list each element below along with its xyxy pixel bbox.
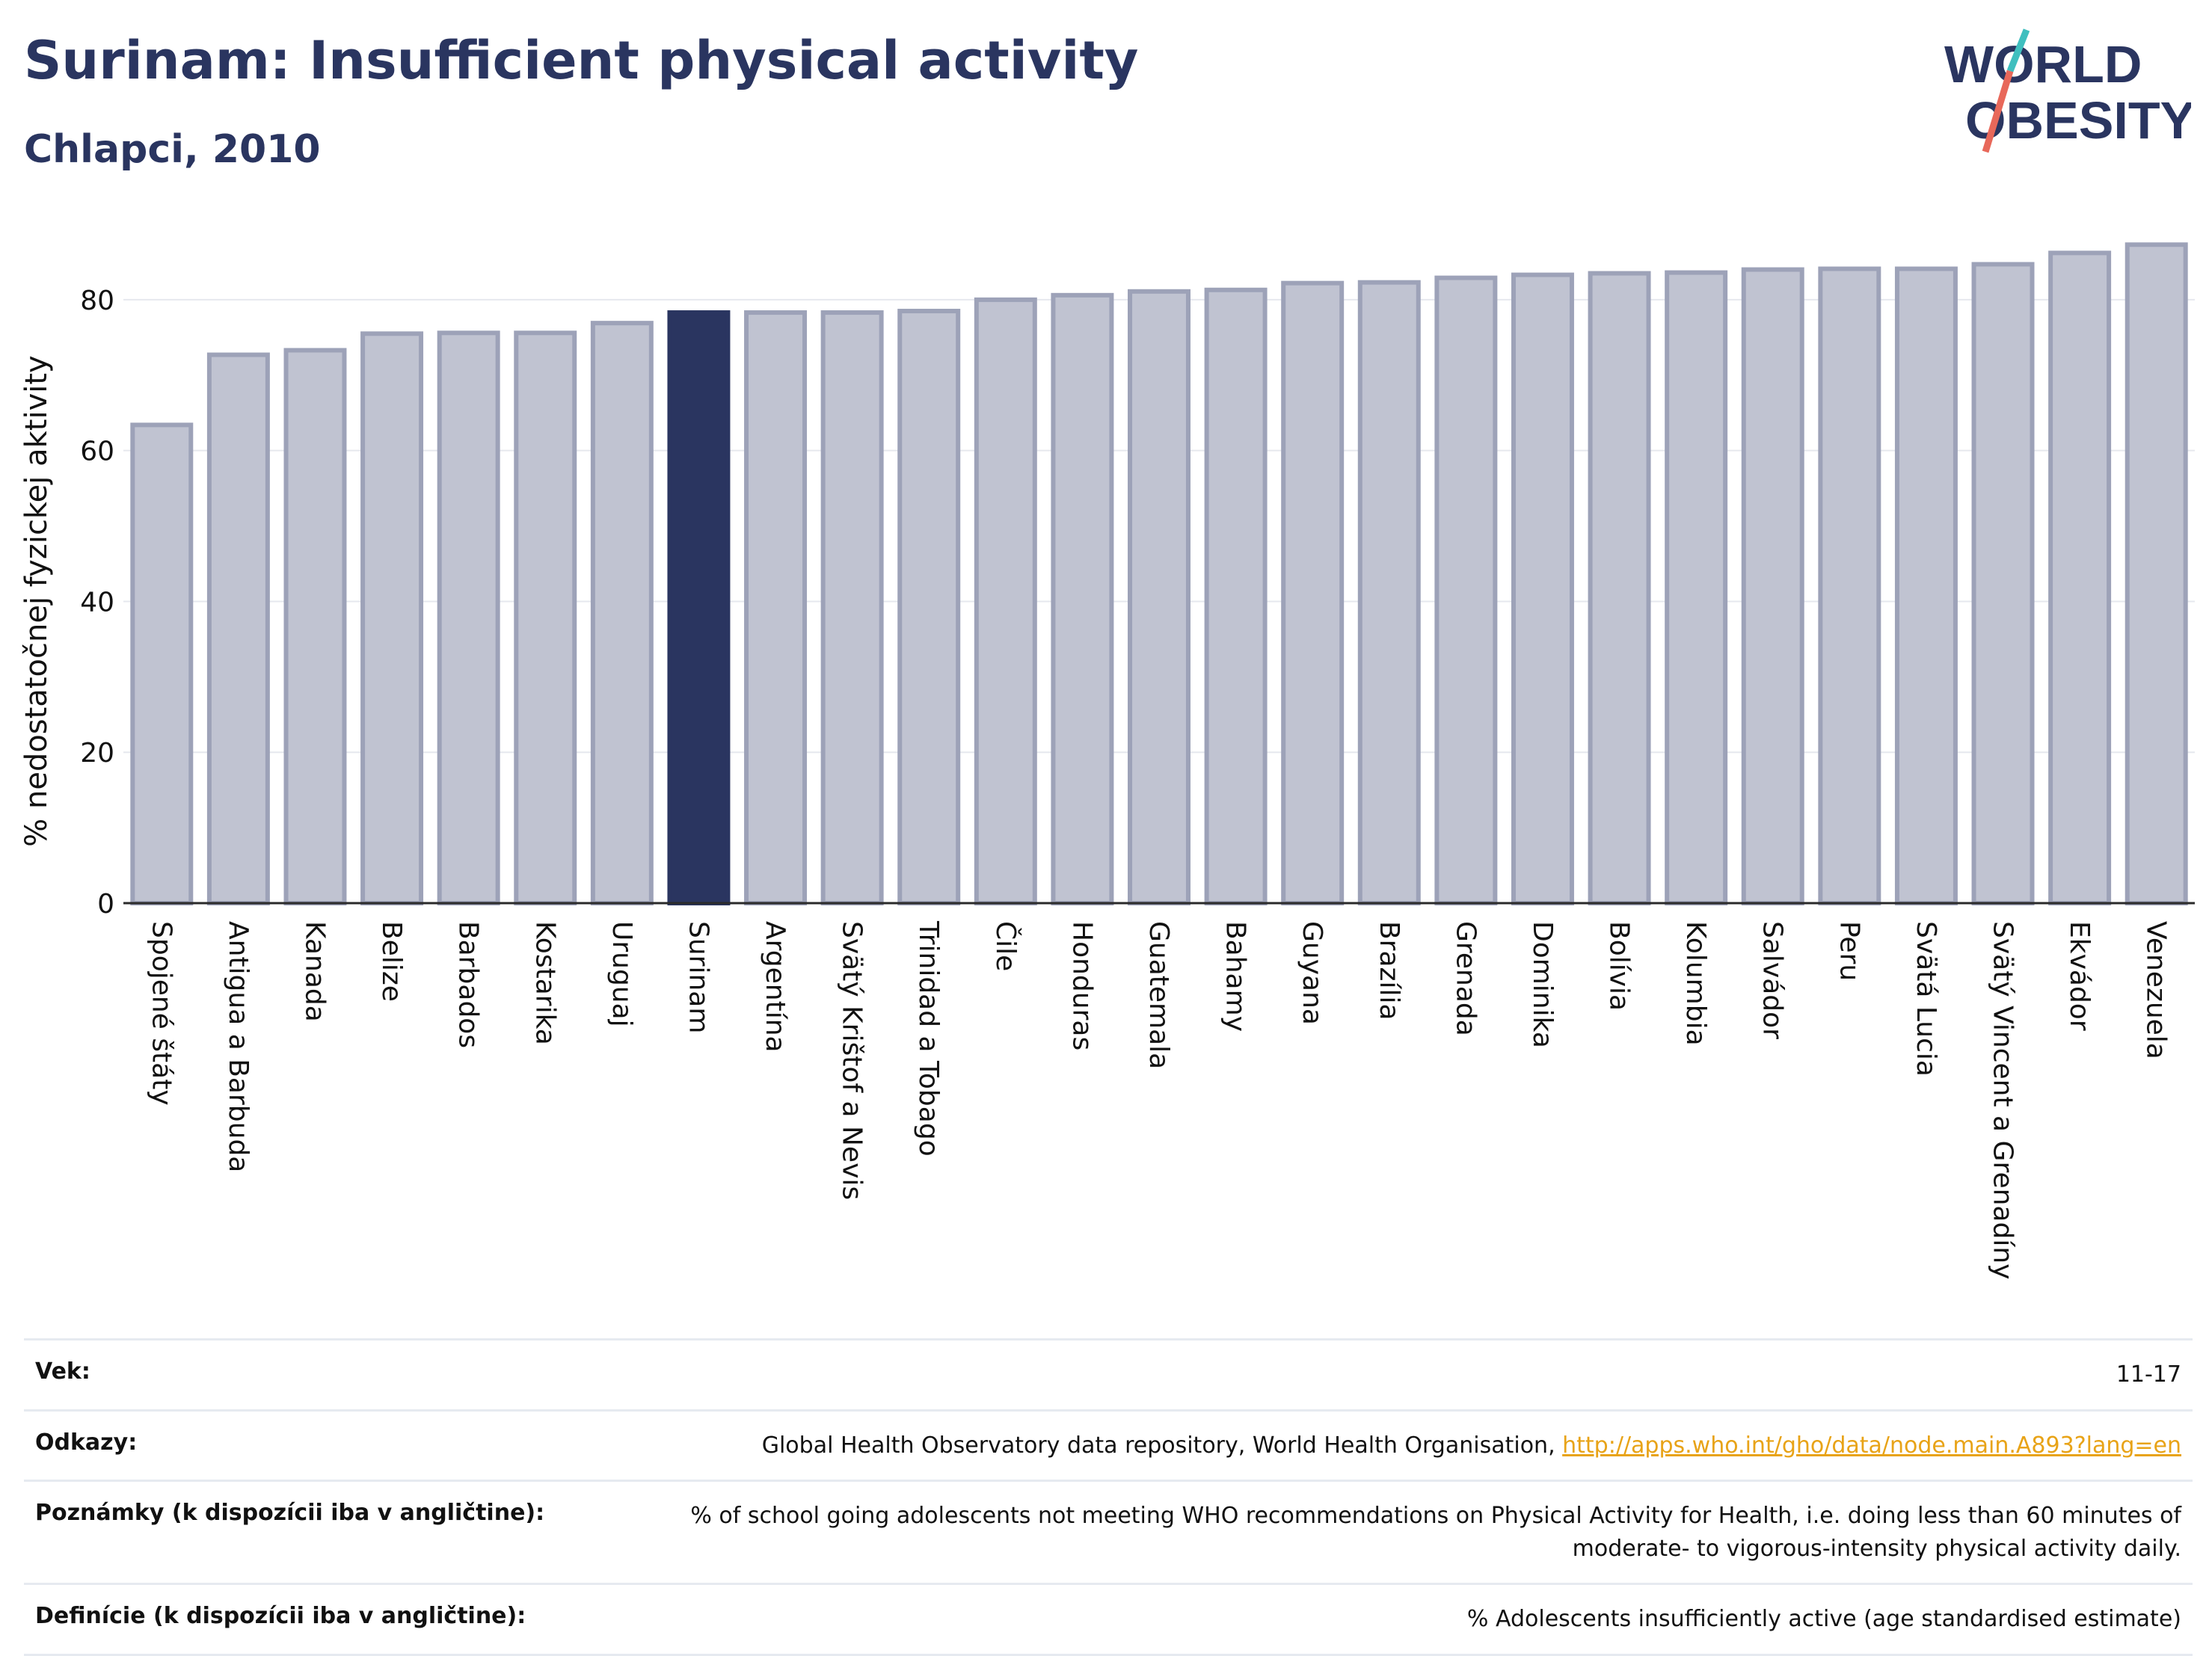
bar-argentína[interactable]	[744, 310, 808, 906]
bar-svätá-lucia[interactable]	[1894, 266, 1958, 906]
bar-surinam[interactable]	[667, 310, 731, 906]
bar-svätý-vincent-a-grenadíny[interactable]	[1971, 262, 2035, 905]
x-tick-label: Venezuela	[2141, 921, 2172, 1059]
bar-guatemala[interactable]	[1128, 289, 1191, 905]
x-tick-label: Barbados	[453, 921, 484, 1048]
bar-antigua-a-barbuda[interactable]	[206, 352, 270, 905]
notes-value: % of school going adolescents not meetin…	[690, 1503, 2181, 1562]
x-tick-label: Svätá Lucia	[1911, 921, 1941, 1077]
world-obesity-logo: WORLD OBESITY	[1944, 28, 2191, 153]
refs-value: Global Health Observatory data repositor…	[762, 1429, 2181, 1462]
bar-brazília[interactable]	[1357, 280, 1421, 905]
bar-dominika[interactable]	[1511, 272, 1574, 905]
bar-bahamy[interactable]	[1204, 287, 1268, 906]
page-title: Surinam: Insufficient physical activity	[24, 30, 1139, 91]
x-tick-label: Svätý Vincent a Grenadíny	[1988, 921, 2018, 1279]
x-tick-label: Brazília	[1374, 921, 1404, 1021]
x-tick-label: Svätý Krištof a Nevis	[837, 921, 867, 1200]
bar-kanada[interactable]	[283, 348, 347, 905]
refs-link[interactable]: http://apps.who.int/gho/data/node.main.A…	[1562, 1432, 2181, 1459]
x-tick-label: Kolumbia	[1680, 921, 1711, 1046]
meta-row-definitions: Definície (k dispozícii iba v angličtine…	[24, 1583, 2193, 1656]
bar-peru[interactable]	[1818, 266, 1881, 906]
refs-text: Global Health Observatory data repositor…	[761, 1432, 1563, 1459]
refs-label: Odkazy:	[35, 1429, 138, 1456]
x-tick-label: Spojené štáty	[146, 921, 176, 1106]
x-tick-label: Grenada	[1450, 921, 1481, 1036]
y-tick-label: 40	[80, 587, 114, 618]
bar-belize[interactable]	[360, 331, 424, 905]
page-subtitle: Chlapci, 2010	[24, 127, 321, 172]
x-tick-label: Uruguaj	[606, 921, 637, 1027]
y-tick-label: 20	[80, 738, 114, 769]
bar-uruguaj[interactable]	[590, 321, 654, 906]
meta-row-refs: Odkazy: Global Health Observatory data r…	[24, 1409, 2193, 1480]
bars	[130, 242, 2188, 906]
bar-trinidad-a-tobago[interactable]	[897, 309, 961, 905]
logo-slash-red	[1982, 70, 2014, 153]
x-tick-label: Ekvádor	[2064, 921, 2095, 1031]
logo-line1: WORLD	[1944, 35, 2142, 93]
x-tick-label: Trinidad a Tobago	[913, 920, 944, 1157]
x-tick-label: Antigua a Barbuda	[223, 921, 254, 1172]
y-axis-label: % nedostatočnej fyzickej aktivity	[19, 355, 54, 846]
bar-chart: 0 20 40 60 80 Spojené štáty Antigua a Barbuda…	[19, 242, 2195, 1279]
bar-barbados[interactable]	[437, 330, 500, 905]
meta-row-notes: Poznámky (k dispozícii iba v angličtine)…	[24, 1480, 2193, 1583]
bar-grenada[interactable]	[1434, 275, 1498, 905]
bar-venezuela[interactable]	[2125, 242, 2188, 905]
y-tick-label: 60	[80, 437, 114, 467]
bar-kolumbia[interactable]	[1665, 270, 1728, 905]
metadata-table: Vek: 11-17 Odkazy: Global Health Observa…	[24, 1338, 2193, 1656]
age-label: Vek:	[35, 1358, 90, 1385]
bar-guyana[interactable]	[1281, 280, 1345, 905]
definitions-value: % Adolescents insufficiently active (age…	[1466, 1606, 2181, 1632]
x-tick-label: Bolívia	[1604, 921, 1635, 1011]
x-tick-label: Kostarika	[529, 921, 560, 1045]
x-tick-label: Guatemala	[1143, 921, 1174, 1069]
x-tick-label: Surinam	[683, 921, 713, 1033]
bar-bolívia[interactable]	[1588, 271, 1651, 906]
notes-label: Poznámky (k dispozícii iba v angličtine)…	[35, 1500, 545, 1526]
x-tick-label: Salvádor	[1757, 921, 1788, 1039]
age-value: 11-17	[2116, 1361, 2181, 1388]
bar-kostarika[interactable]	[514, 330, 577, 905]
x-tick-label: Kanada	[299, 921, 330, 1022]
x-tick-label: Dominika	[1527, 921, 1558, 1048]
x-tick-label: Čile	[990, 921, 1021, 971]
bar-ekvádor[interactable]	[2048, 250, 2112, 905]
x-tick-label: Belize	[376, 921, 407, 1002]
meta-row-age: Vek: 11-17	[24, 1338, 2193, 1409]
definitions-label: Definície (k dispozícii iba v angličtine…	[35, 1603, 526, 1629]
y-axis-ticks: 0 20 40 60 80	[80, 286, 114, 920]
bar-salvádor[interactable]	[1741, 267, 1804, 905]
bar-spojené-štáty[interactable]	[130, 422, 194, 905]
bar-honduras[interactable]	[1051, 292, 1114, 905]
bar-svätý-krištof-a-nevis[interactable]	[820, 310, 884, 906]
y-tick-label: 80	[80, 286, 114, 316]
x-tick-label: Guyana	[1297, 921, 1327, 1025]
x-tick-label: Bahamy	[1220, 921, 1251, 1032]
bar-čile[interactable]	[974, 297, 1037, 905]
y-tick-label: 0	[97, 889, 114, 920]
x-tick-label: Honduras	[1066, 921, 1097, 1050]
x-tick-label: Peru	[1834, 921, 1864, 981]
logo-slash-teal	[2006, 28, 2030, 73]
x-axis-labels: Spojené štáty Antigua a Barbuda Kanada Beli…	[146, 920, 2171, 1279]
x-tick-label: Argentína	[760, 921, 790, 1053]
